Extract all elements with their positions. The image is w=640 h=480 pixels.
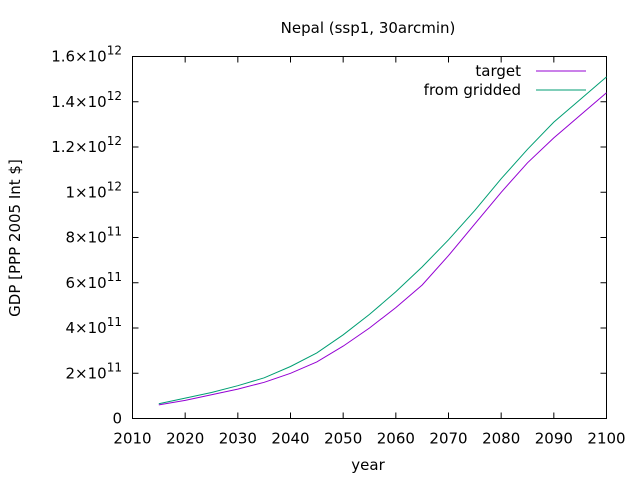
x-tick-label: 2060 (377, 430, 415, 448)
y-tick-label: 1.6×1012 (51, 44, 122, 66)
chart-title: Nepal (ssp1, 30arcmin) (281, 19, 456, 37)
y-tick-exponent: 12 (107, 89, 122, 103)
y-tick-mantissa: 4×10 (66, 319, 107, 337)
y-tick-mantissa: 8×10 (66, 229, 107, 247)
x-tick-label: 2030 (219, 430, 257, 448)
x-tick-label: 2090 (535, 430, 573, 448)
y-tick-exponent: 11 (107, 270, 122, 284)
x-tick-label: 2080 (482, 430, 520, 448)
y-axis-label: GDP [PPP 2005 Int $] (6, 159, 24, 317)
x-tick-label: 2010 (113, 430, 151, 448)
y-tick-exponent: 12 (107, 134, 122, 148)
legend-label: target (475, 62, 521, 80)
series-line-1 (158, 76, 607, 405)
y-tick-mantissa: 0 (112, 410, 122, 428)
y-tick-label: 4×1011 (66, 315, 122, 337)
y-tick-label: 1×1012 (66, 179, 122, 201)
axis-ticks: 2010 2020 2030 2040 2050 2060 2070 2080 2090 2100… (51, 44, 625, 448)
y-tick-exponent: 11 (107, 315, 122, 329)
y-tick-label: 1.4×1012 (51, 89, 122, 111)
x-axis-label: year (351, 456, 385, 474)
series-line-0 (158, 92, 607, 406)
y-tick-label: 0 (112, 410, 122, 428)
y-tick-mantissa: 1×10 (66, 183, 107, 201)
y-tick-mantissa: 6×10 (66, 274, 107, 292)
y-tick-mantissa: 2×10 (66, 364, 107, 382)
x-tick-label: 2050 (324, 430, 362, 448)
x-tick-label: 2040 (271, 430, 309, 448)
y-tick-label: 6×1011 (66, 270, 122, 292)
y-tick-label: 1.2×1012 (51, 134, 122, 156)
y-tick-mantissa: 1.2×10 (51, 138, 107, 156)
y-tick-mantissa: 1.4×10 (51, 93, 107, 111)
series-group (158, 76, 607, 406)
y-tick-exponent: 11 (107, 225, 122, 239)
x-tick-label: 2100 (587, 430, 625, 448)
y-tick-exponent: 11 (107, 360, 122, 374)
y-tick-exponent: 12 (107, 179, 122, 193)
x-tick-label: 2070 (429, 430, 467, 448)
y-tick-exponent: 12 (107, 44, 122, 58)
legend-label: from gridded (424, 81, 521, 99)
x-tick-label: 2020 (166, 430, 204, 448)
plot-area-frame (132, 56, 607, 419)
y-tick-label: 8×1011 (66, 225, 122, 247)
y-tick-mantissa: 1.6×10 (51, 48, 107, 66)
y-tick-label: 2×1011 (66, 360, 122, 382)
